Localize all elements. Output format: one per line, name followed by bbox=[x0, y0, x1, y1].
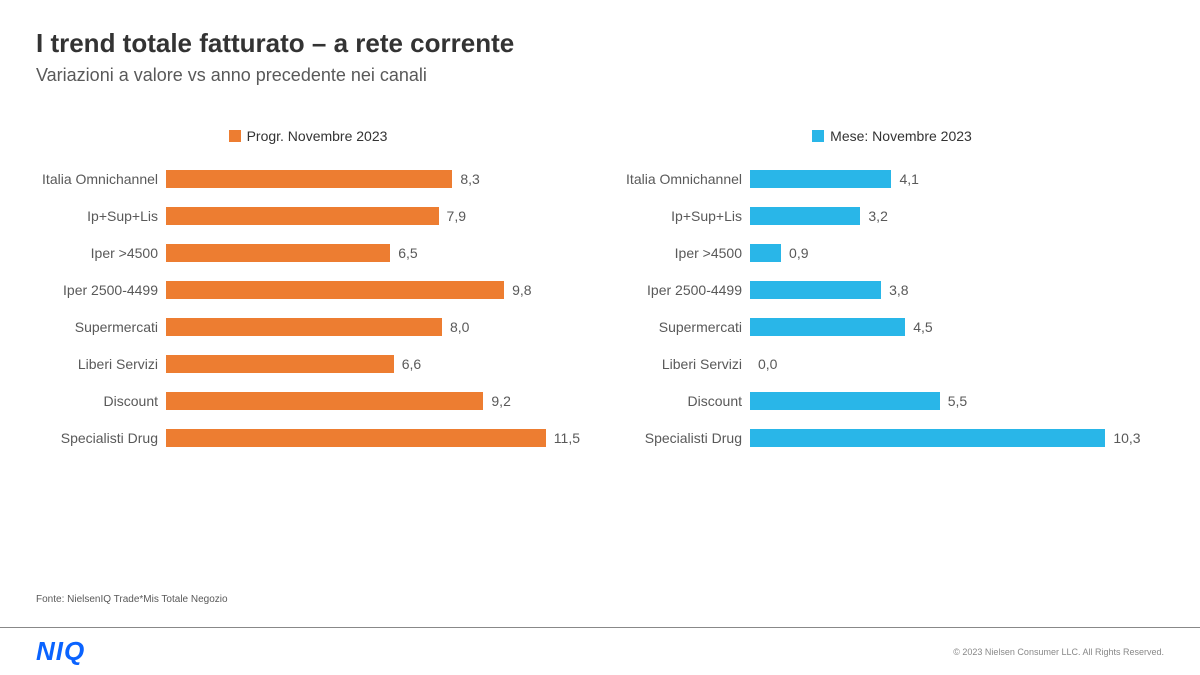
value-label: 5,5 bbox=[948, 393, 967, 409]
chart-left: Progr. Novembre 2023 Italia Omnichannel 8… bbox=[36, 126, 580, 451]
value-label: 4,1 bbox=[899, 171, 918, 187]
value-label: 11,5 bbox=[554, 430, 580, 446]
bar-area: 3,8 bbox=[750, 281, 1164, 299]
bar-area: 0,9 bbox=[750, 244, 1164, 262]
category-label: Iper 2500-4499 bbox=[620, 282, 750, 298]
value-label: 6,5 bbox=[398, 245, 417, 261]
bar-row: Specialisti Drug 11,5 bbox=[36, 425, 580, 451]
bar-area: 10,3 bbox=[750, 429, 1164, 447]
bar-row: Iper >4500 6,5 bbox=[36, 240, 580, 266]
bar-row: Discount 5,5 bbox=[620, 388, 1164, 414]
bar-row: Iper 2500-4499 3,8 bbox=[620, 277, 1164, 303]
bar bbox=[750, 281, 881, 299]
bar-rows-right: Italia Omnichannel 4,1 Ip+Sup+Lis 3,2 Iper >… bbox=[620, 166, 1164, 451]
value-label: 10,3 bbox=[1113, 430, 1140, 446]
category-label: Specialisti Drug bbox=[620, 430, 750, 446]
bar-area: 3,2 bbox=[750, 207, 1164, 225]
category-label: Supermercati bbox=[620, 319, 750, 335]
bar-area: 8,3 bbox=[166, 170, 580, 188]
bar-area: 0,0 bbox=[750, 355, 1164, 373]
bar bbox=[750, 207, 860, 225]
value-label: 8,3 bbox=[460, 171, 479, 187]
bar-area: 9,2 bbox=[166, 392, 580, 410]
bar bbox=[750, 318, 905, 336]
value-label: 0,9 bbox=[789, 245, 808, 261]
legend-swatch-left bbox=[229, 130, 241, 142]
value-label: 4,5 bbox=[913, 319, 932, 335]
category-label: Ip+Sup+Lis bbox=[36, 208, 166, 224]
value-label: 7,9 bbox=[447, 208, 466, 224]
category-label: Discount bbox=[36, 393, 166, 409]
bar-row: Ip+Sup+Lis 3,2 bbox=[620, 203, 1164, 229]
value-label: 8,0 bbox=[450, 319, 469, 335]
bar-area: 5,5 bbox=[750, 392, 1164, 410]
bar-row: Italia Omnichannel 8,3 bbox=[36, 166, 580, 192]
bar-area: 6,6 bbox=[166, 355, 580, 373]
bar bbox=[750, 429, 1105, 447]
legend-label-right: Mese: Novembre 2023 bbox=[830, 128, 972, 144]
footer: NIQ © 2023 Nielsen Consumer LLC. All Rig… bbox=[0, 627, 1200, 675]
bar-rows-left: Italia Omnichannel 8,3 Ip+Sup+Lis 7,9 Iper >… bbox=[36, 166, 580, 451]
slide: I trend totale fatturato – a rete corren… bbox=[0, 0, 1200, 675]
bar bbox=[166, 355, 394, 373]
bar bbox=[750, 170, 891, 188]
bar bbox=[166, 170, 452, 188]
category-label: Ip+Sup+Lis bbox=[620, 208, 750, 224]
footnote: Fonte: NielsenIQ Trade*Mis Totale Negozi… bbox=[36, 594, 228, 605]
category-label: Specialisti Drug bbox=[36, 430, 166, 446]
bar bbox=[750, 392, 940, 410]
chart-right: Mese: Novembre 2023 Italia Omnichannel 4,… bbox=[620, 126, 1164, 451]
bar bbox=[166, 244, 390, 262]
copyright: © 2023 Nielsen Consumer LLC. All Rights … bbox=[953, 647, 1164, 657]
bar-row: Liberi Servizi 6,6 bbox=[36, 351, 580, 377]
bar-area: 7,9 bbox=[166, 207, 580, 225]
bar-row: Supermercati 8,0 bbox=[36, 314, 580, 340]
category-label: Iper 2500-4499 bbox=[36, 282, 166, 298]
bar-area: 4,1 bbox=[750, 170, 1164, 188]
category-label: Italia Omnichannel bbox=[620, 171, 750, 187]
legend-label-left: Progr. Novembre 2023 bbox=[247, 128, 388, 144]
bar bbox=[166, 429, 546, 447]
category-label: Liberi Servizi bbox=[620, 356, 750, 372]
category-label: Liberi Servizi bbox=[36, 356, 166, 372]
bar-row: Iper >4500 0,9 bbox=[620, 240, 1164, 266]
value-label: 0,0 bbox=[758, 356, 777, 372]
bar-row: Liberi Servizi 0,0 bbox=[620, 351, 1164, 377]
legend-left: Progr. Novembre 2023 bbox=[36, 126, 580, 146]
bar-row: Discount 9,2 bbox=[36, 388, 580, 414]
bar bbox=[166, 207, 439, 225]
bar-area: 6,5 bbox=[166, 244, 580, 262]
value-label: 9,2 bbox=[491, 393, 510, 409]
bar-area: 9,8 bbox=[166, 281, 580, 299]
category-label: Iper >4500 bbox=[36, 245, 166, 261]
category-label: Discount bbox=[620, 393, 750, 409]
logo: NIQ bbox=[36, 636, 85, 667]
value-label: 9,8 bbox=[512, 282, 531, 298]
legend-swatch-right bbox=[812, 130, 824, 142]
bar bbox=[166, 392, 483, 410]
bar-row: Specialisti Drug 10,3 bbox=[620, 425, 1164, 451]
value-label: 6,6 bbox=[402, 356, 421, 372]
category-label: Italia Omnichannel bbox=[36, 171, 166, 187]
value-label: 3,2 bbox=[868, 208, 887, 224]
bar-row: Ip+Sup+Lis 7,9 bbox=[36, 203, 580, 229]
bar-row: Iper 2500-4499 9,8 bbox=[36, 277, 580, 303]
value-label: 3,8 bbox=[889, 282, 908, 298]
bar bbox=[166, 281, 504, 299]
bar-area: 8,0 bbox=[166, 318, 580, 336]
category-label: Iper >4500 bbox=[620, 245, 750, 261]
legend-right: Mese: Novembre 2023 bbox=[620, 126, 1164, 146]
bar-area: 11,5 bbox=[166, 429, 580, 447]
bar bbox=[750, 244, 781, 262]
bar-row: Italia Omnichannel 4,1 bbox=[620, 166, 1164, 192]
page-title: I trend totale fatturato – a rete corren… bbox=[36, 28, 1164, 59]
charts-container: Progr. Novembre 2023 Italia Omnichannel 8… bbox=[36, 126, 1164, 451]
bar bbox=[166, 318, 442, 336]
bar-row: Supermercati 4,5 bbox=[620, 314, 1164, 340]
category-label: Supermercati bbox=[36, 319, 166, 335]
bar-area: 4,5 bbox=[750, 318, 1164, 336]
page-subtitle: Variazioni a valore vs anno precedente n… bbox=[36, 65, 1164, 86]
